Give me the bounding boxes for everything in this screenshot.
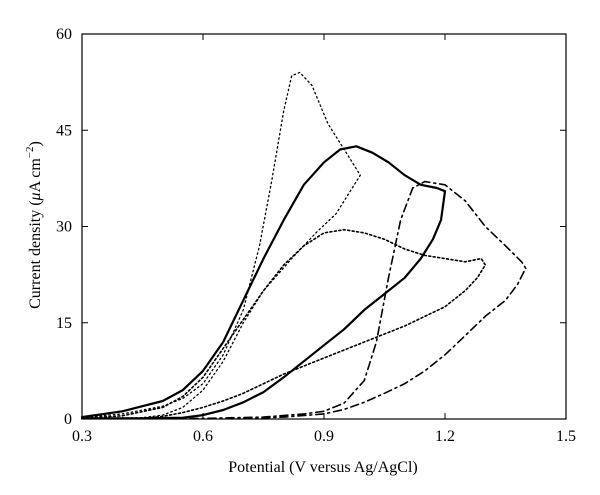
plot-frame [81,33,567,420]
x-tick-label: 0.6 [193,428,213,445]
x-tick-label: 0.9 [314,428,334,445]
y-axis-title-mu: μ [27,192,44,201]
series-curve-dash-dot [81,180,527,420]
x-tick-label: 0.3 [72,428,92,445]
curves [80,71,527,420]
series-curve-solid [80,145,447,420]
series-curve-short-dotted [81,71,361,420]
y-tick-label: 15 [56,315,72,332]
y-axis-title-unit: A cm [27,158,44,193]
y-tick-label: 45 [56,122,72,139]
y-axis-title-exp: −2 [24,146,36,158]
plot-area [81,33,567,420]
y-tick-label: 60 [56,26,72,43]
axis-ticks: 0.3 0.6 0.9 1.2 1.5 0 15 30 45 60 [56,26,576,445]
x-tick-label: 1.5 [556,428,576,445]
series-curve-dotted [81,228,487,420]
x-tick-label: 1.2 [435,428,455,445]
y-tick-label: 0 [64,411,72,428]
x-axis-title: Potential (V versus Ag/AgCl) [228,459,417,476]
y-axis-title-after: ) [27,141,44,146]
y-axis-title-before: Current density ( [27,200,44,308]
y-axis-title: Current density (μA cm−2) [24,141,44,309]
y-tick-label: 30 [56,219,72,236]
